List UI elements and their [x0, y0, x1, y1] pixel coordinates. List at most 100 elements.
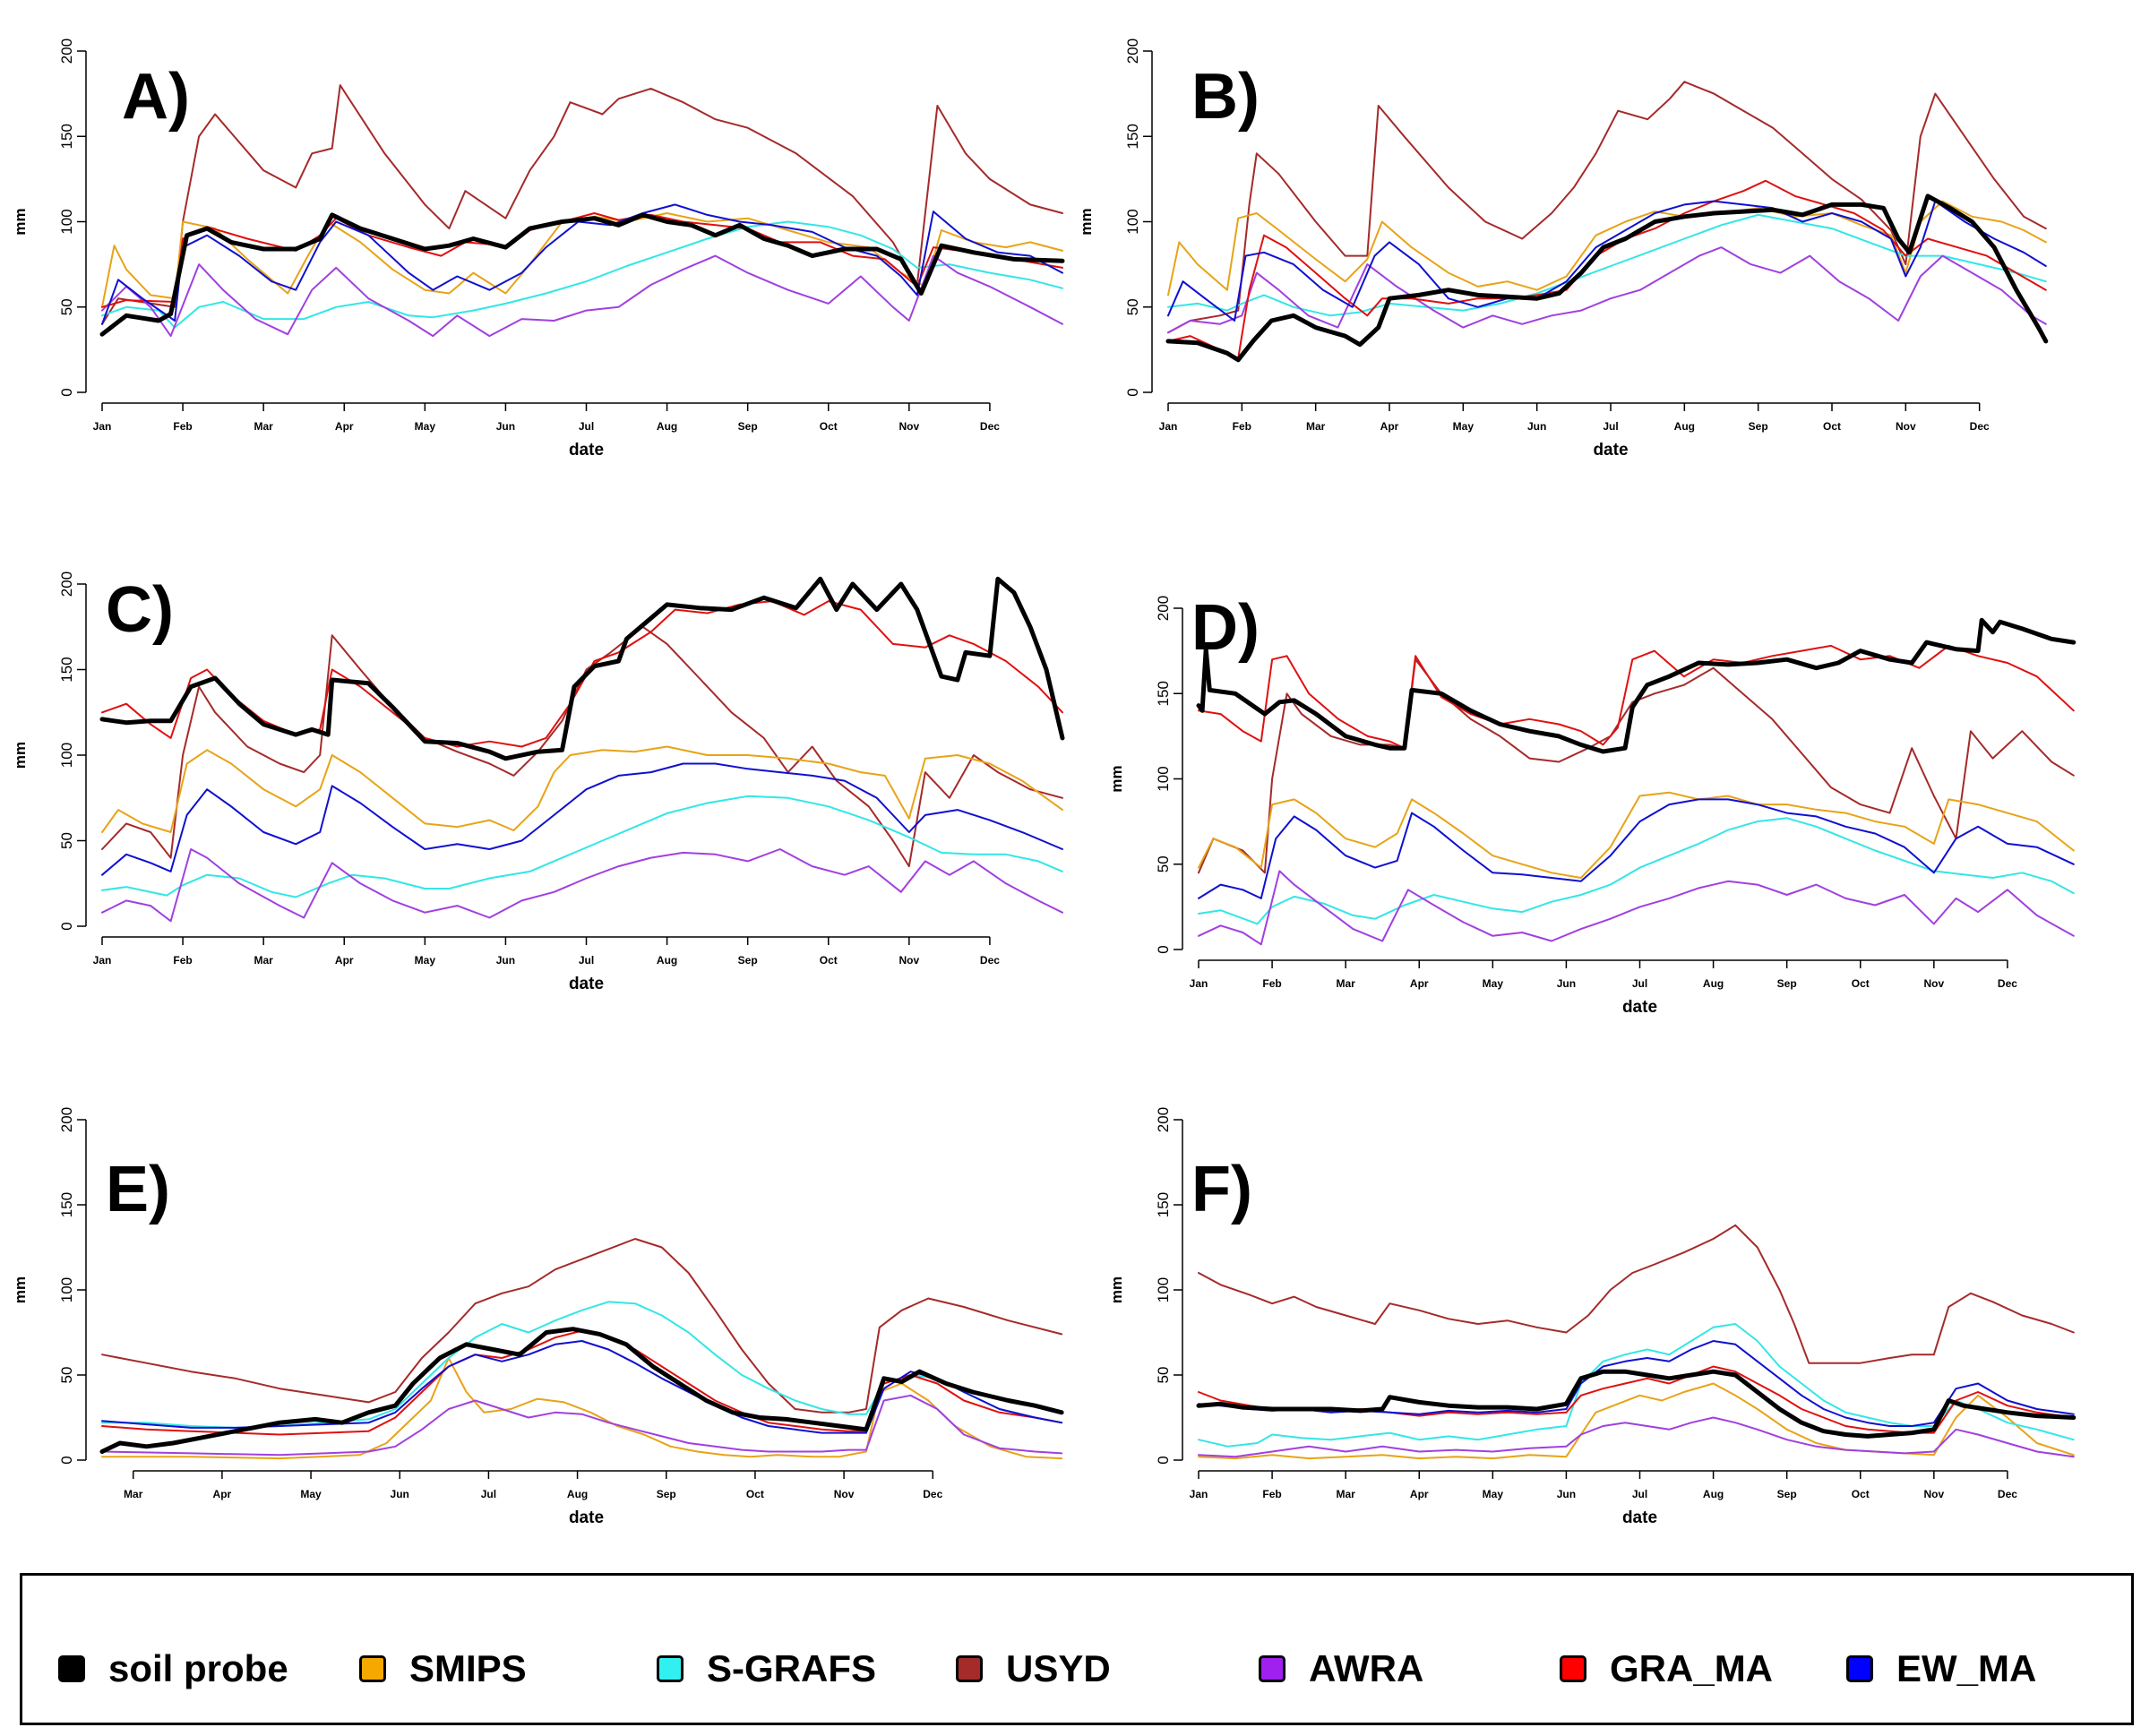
- series-line-smips: [1198, 1382, 2075, 1460]
- x-axis-title: date: [1622, 998, 1657, 1017]
- y-tick-label: 50: [58, 832, 75, 849]
- x-axis-title: date: [1593, 441, 1628, 460]
- legend-item-gra-ma: GRA_MA: [1560, 1647, 1774, 1689]
- x-tick-label: May: [1453, 420, 1475, 433]
- x-tick-label: Aug: [1703, 1488, 1724, 1500]
- series-group: [99, 576, 1065, 923]
- panel-letter: C): [106, 574, 174, 646]
- y-tick-label: 150: [58, 657, 75, 682]
- x-axis: Jan Feb Mar Apr May Jun Jul Aug Sep Oct Nov Dec date: [1190, 1470, 2017, 1527]
- x-tick-label: Oct: [746, 1488, 764, 1500]
- x-tick-label: Nov: [899, 954, 919, 967]
- x-tick-label: Dec: [923, 1488, 942, 1500]
- y-tick-label: 150: [58, 1192, 75, 1217]
- y-axis-title: mm: [12, 742, 29, 769]
- y-axis-title: mm: [1078, 208, 1095, 235]
- series-line-gra-ma: [1198, 644, 2075, 750]
- y-tick-label: 0: [58, 388, 75, 396]
- series-line-usyd: [1198, 1224, 2075, 1364]
- legend-box: soil probe SMIPS S-GRAFS USYD AWRA GRA_M…: [20, 1573, 2134, 1725]
- legend-label: EW_MA: [1896, 1647, 2037, 1689]
- x-tick-label: Jul: [481, 1488, 496, 1500]
- series-line-awra: [1198, 1416, 2075, 1458]
- legend-swatch-gra-ma: [1560, 1655, 1586, 1682]
- legend-label: GRA_MA: [1610, 1647, 1774, 1689]
- x-tick-label: Jun: [496, 954, 515, 967]
- series-line-s-grafs: [101, 795, 1063, 898]
- x-tick-label: Jul: [1603, 420, 1618, 433]
- x-tick-label: Jun: [1527, 420, 1546, 433]
- y-tick-label: 200: [1124, 39, 1141, 64]
- x-tick-label: Mar: [254, 954, 273, 967]
- x-tick-label: Jul: [579, 954, 594, 967]
- series-line-smips: [101, 745, 1063, 833]
- x-tick-label: Apr: [335, 954, 354, 967]
- x-tick-label: Jan: [93, 954, 112, 967]
- y-axis: 0 50 100 150 200 mm: [12, 1107, 87, 1465]
- x-tick-label: Jul: [1632, 1488, 1647, 1500]
- series-line-soil-probe: [99, 576, 1065, 761]
- series-line-awra: [101, 1394, 1063, 1457]
- x-tick-label: Apr: [335, 420, 354, 433]
- y-axis: 0 50 100 150 200 mm: [1108, 1107, 1183, 1465]
- x-axis: Jan Feb Mar Apr May Jun Jul Aug Sep Oct Nov Dec date: [93, 936, 1000, 993]
- series-line-usyd: [1167, 81, 2047, 334]
- series-line-ew-ma: [101, 203, 1063, 325]
- series-line-awra: [1198, 870, 2075, 946]
- series-group: [1196, 617, 2077, 946]
- series-group: [1165, 81, 2049, 363]
- x-tick-label: Dec: [980, 954, 1000, 967]
- y-tick-label: 200: [58, 572, 75, 597]
- x-axis: Jan Feb Mar Apr May Jun Jul Aug Sep Oct Nov Dec date: [93, 402, 1000, 460]
- x-tick-label: Jan: [1190, 977, 1208, 990]
- panel-letter: A): [122, 61, 190, 133]
- x-tick-label: Sep: [1777, 1488, 1797, 1500]
- x-tick-label: Oct: [820, 420, 838, 433]
- y-tick-label: 150: [1155, 1192, 1172, 1217]
- series-line-s-grafs: [1198, 1323, 2075, 1448]
- series-group: [1196, 1224, 2077, 1460]
- y-axis: 0 50 100 150 200 mm: [1108, 596, 1183, 954]
- x-axis-title: date: [569, 441, 604, 460]
- x-tick-label: Feb: [1262, 1488, 1281, 1500]
- x-tick-label: Feb: [1262, 977, 1281, 990]
- legend-label: AWRA: [1309, 1647, 1424, 1689]
- series-line-ew-ma: [1167, 200, 2047, 322]
- series-group: [99, 84, 1065, 338]
- x-tick-label: Feb: [173, 420, 192, 433]
- x-tick-label: Jul: [579, 420, 594, 433]
- y-tick-label: 150: [1155, 681, 1172, 706]
- x-tick-label: Mar: [1336, 1488, 1355, 1500]
- x-tick-label: Oct: [1852, 1488, 1870, 1500]
- series-line-ew-ma: [1198, 798, 2075, 899]
- x-tick-label: Dec: [1970, 420, 1990, 433]
- x-tick-label: Nov: [1923, 977, 1944, 990]
- x-tick-label: Sep: [738, 420, 758, 433]
- chart-panel-c: C) 0 50 100 150 200 mm Jan Feb Mar Apr May Jun Jul Aug…: [12, 572, 1065, 993]
- y-tick-label: 50: [1124, 298, 1141, 315]
- x-axis: Jan Feb Mar Apr May Jun Jul Aug Sep Oct Nov Dec date: [1190, 959, 2017, 1017]
- x-tick-label: Mar: [124, 1488, 143, 1500]
- x-tick-label: Dec: [980, 420, 1000, 433]
- legend-swatch-s-grafs: [657, 1655, 684, 1682]
- y-tick-label: 50: [58, 298, 75, 315]
- legend-swatch-ew-ma: [1846, 1655, 1873, 1682]
- series-line-soil-probe: [99, 212, 1065, 337]
- legend-item-soil-probe: soil probe: [58, 1647, 288, 1689]
- series-line-usyd: [101, 1238, 1063, 1414]
- x-tick-label: Feb: [1233, 420, 1251, 433]
- legend-swatch-awra: [1259, 1655, 1285, 1682]
- legend-item-smips: SMIPS: [359, 1647, 527, 1689]
- series-line-soil-probe: [1196, 617, 2077, 754]
- x-tick-label: Mar: [254, 420, 273, 433]
- x-tick-label: Jun: [496, 420, 515, 433]
- x-tick-label: Jun: [1557, 1488, 1576, 1500]
- x-tick-label: Sep: [657, 1488, 676, 1500]
- y-axis-title: mm: [12, 1276, 29, 1303]
- x-tick-label: Aug: [1674, 420, 1695, 433]
- x-tick-label: Mar: [1306, 420, 1326, 433]
- y-axis-title: mm: [12, 208, 29, 235]
- x-tick-label: Oct: [820, 954, 838, 967]
- x-tick-label: Apr: [1380, 420, 1399, 433]
- legend-item-usyd: USYD: [956, 1647, 1111, 1689]
